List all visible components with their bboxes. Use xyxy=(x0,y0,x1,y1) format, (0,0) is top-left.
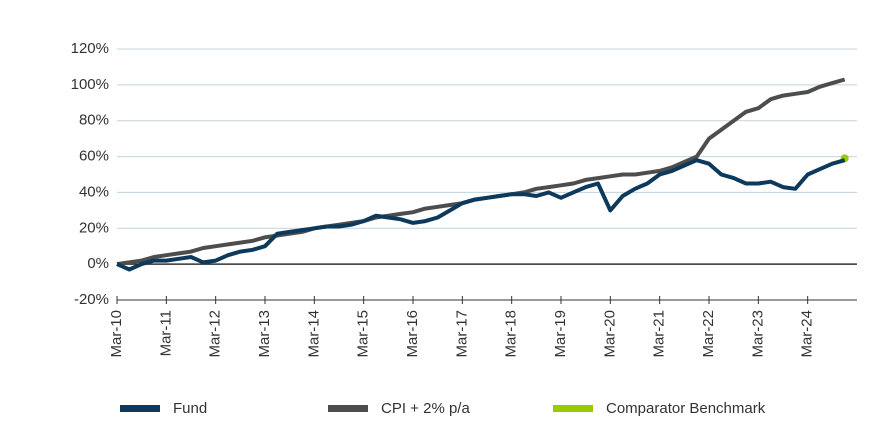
x-tick-label: Mar-18 xyxy=(503,310,520,358)
x-tick-label: Mar-10 xyxy=(108,310,125,358)
x-tick-label: Mar-24 xyxy=(799,310,816,358)
y-tick-label: 60% xyxy=(79,148,109,165)
y-tick-label: 20% xyxy=(79,219,109,236)
y-tick-label: 80% xyxy=(79,112,109,129)
x-tick-label: Mar-13 xyxy=(256,310,273,358)
x-tick-label: Mar-12 xyxy=(207,310,224,358)
legend-swatch xyxy=(553,405,593,412)
x-tick-label: Mar-16 xyxy=(404,310,421,358)
series-line xyxy=(116,158,846,272)
legend-label: Fund xyxy=(173,400,207,417)
y-tick-label: 0% xyxy=(87,255,109,272)
x-tick-label: Mar-19 xyxy=(552,310,569,358)
x-tick-label: Mar-11 xyxy=(157,310,174,356)
legend-swatch xyxy=(328,405,368,412)
x-tick-label: Mar-15 xyxy=(355,310,372,358)
x-tick-label: Mar-22 xyxy=(700,310,717,358)
legend-swatch xyxy=(120,405,160,412)
x-tick-label: Mar-21 xyxy=(651,310,668,358)
x-tick-label: Mar-17 xyxy=(453,310,470,358)
y-tick-label: 100% xyxy=(71,76,109,93)
x-tick-label: Mar-23 xyxy=(749,310,766,358)
x-tick-label: Mar-14 xyxy=(305,310,322,358)
y-tick-label: -20% xyxy=(74,291,109,308)
legend-label: CPI + 2% p/a xyxy=(381,400,470,417)
legend-label: Comparator Benchmark xyxy=(606,400,766,417)
y-tick-label: 120% xyxy=(71,40,109,57)
x-tick-label: Mar-20 xyxy=(601,310,618,358)
y-tick-label: 40% xyxy=(79,183,109,200)
